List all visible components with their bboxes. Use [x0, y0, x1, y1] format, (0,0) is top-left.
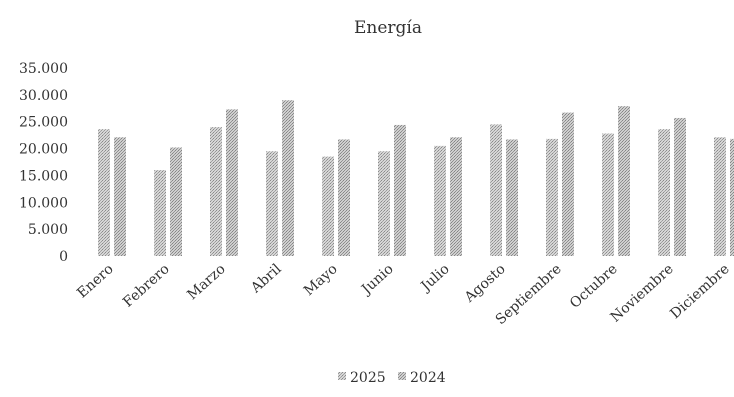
- x-tick-label: Mayo: [301, 261, 341, 299]
- x-axis: Enero Febrero Marzo Abril Mayo Junio Julio Agos…: [74, 261, 732, 328]
- legend-swatch-2024: [398, 372, 406, 380]
- y-tick-label: 15.000: [19, 168, 68, 184]
- bar-2025-diciembre: [714, 137, 726, 256]
- bar-2025-marzo: [210, 127, 222, 256]
- legend-label-2024: 2024: [410, 370, 446, 386]
- y-tick-label: 35.000: [19, 61, 68, 77]
- legend: 2025 2024: [338, 370, 446, 386]
- bar-2025-mayo: [322, 156, 334, 256]
- bar-2025-julio: [434, 145, 446, 256]
- bar-2024-octubre: [618, 106, 630, 256]
- bar-2024-agosto: [506, 139, 518, 256]
- bar-2025-abril: [266, 151, 278, 256]
- legend-swatch-2025: [338, 372, 346, 380]
- bar-2024-diciembre: [730, 138, 734, 256]
- bar-2024-noviembre: [674, 117, 686, 256]
- y-tick-label: 5.000: [28, 222, 68, 238]
- x-tick-label: Marzo: [184, 261, 228, 303]
- bar-2025-junio: [378, 151, 390, 256]
- y-tick-label: 10.000: [19, 195, 68, 211]
- bar-2025-noviembre: [658, 129, 670, 256]
- chart-title: Energía: [354, 18, 422, 38]
- bars: [98, 100, 734, 257]
- bar-2024-septiembre: [562, 112, 574, 256]
- y-tick-label: 0: [59, 249, 68, 265]
- y-tick-label: 20.000: [19, 142, 68, 158]
- x-tick-label: Diciembre: [667, 261, 732, 322]
- x-tick-label: Octubre: [567, 261, 621, 312]
- bar-2024-julio: [450, 137, 462, 256]
- bar-2024-junio: [394, 124, 406, 257]
- bar-2024-marzo: [226, 109, 238, 256]
- bar-2025-septiembre: [546, 138, 558, 256]
- x-tick-label: Enero: [74, 261, 116, 301]
- x-tick-label: Febrero: [120, 261, 173, 311]
- bar-2025-octubre: [602, 133, 614, 256]
- bar-2025-agosto: [490, 124, 502, 257]
- bar-2024-abril: [282, 100, 294, 256]
- bar-2024-febrero: [170, 147, 182, 256]
- legend-label-2025: 2025: [350, 370, 386, 386]
- bar-2025-febrero: [154, 170, 166, 256]
- y-axis: 0 5.000 10.000 15.000 20.000 25.000 30.000 35.0…: [19, 61, 68, 265]
- x-tick-label: Agosto: [461, 261, 509, 306]
- y-tick-label: 25.000: [19, 115, 68, 131]
- x-tick-label: Abril: [247, 261, 285, 297]
- x-tick-label: Junio: [357, 261, 396, 299]
- y-tick-label: 30.000: [19, 88, 68, 104]
- x-tick-label: Julio: [417, 261, 453, 296]
- bar-2024-mayo: [338, 139, 350, 256]
- bar-2025-enero: [98, 129, 110, 256]
- bar-2024-enero: [114, 137, 126, 256]
